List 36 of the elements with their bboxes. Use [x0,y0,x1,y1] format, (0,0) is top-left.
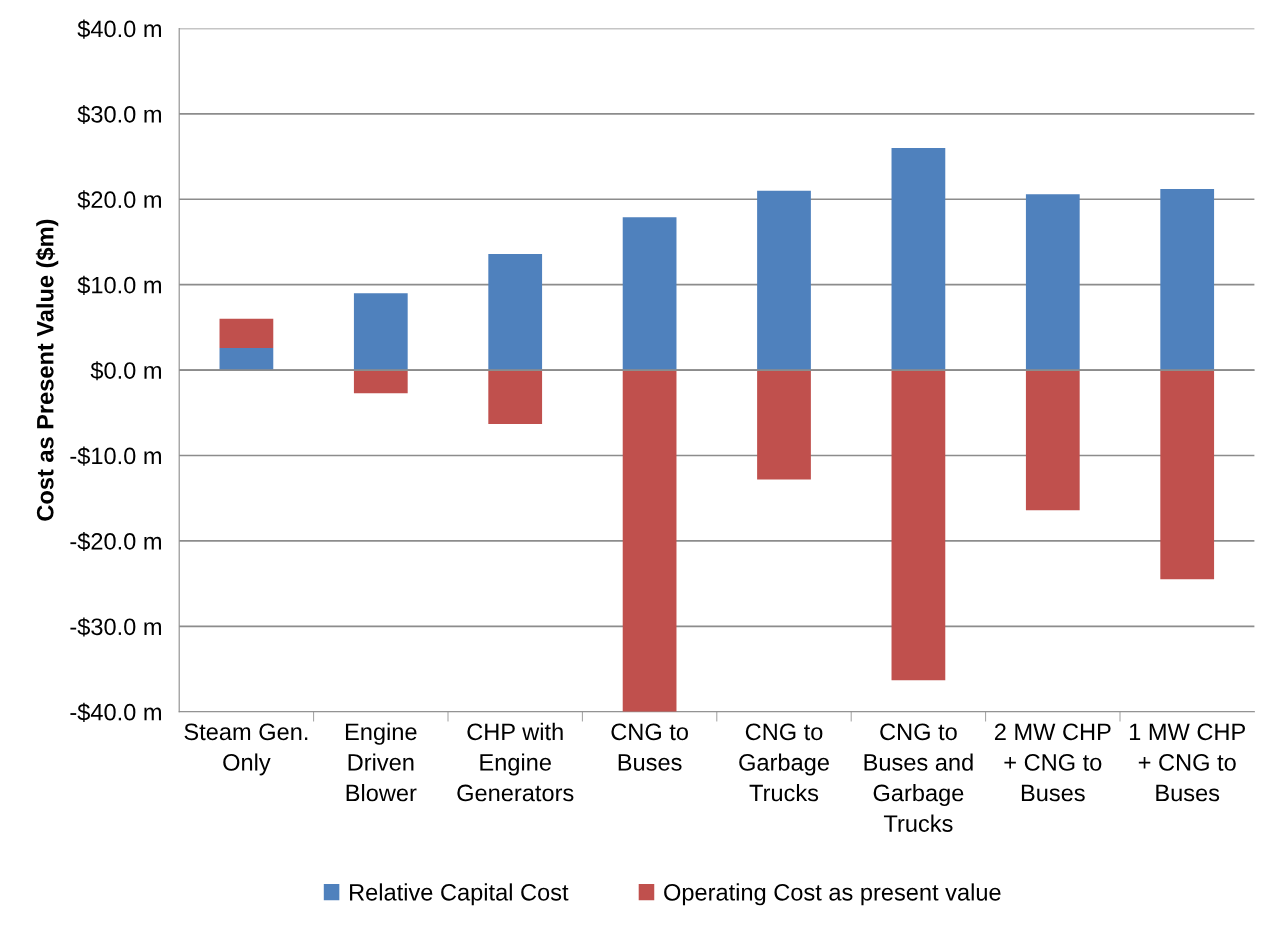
x-tick-label: 1 MW CHP + CNG to Buses [1129,723,1245,802]
legend-label: Operating Cost as present value [664,883,1001,906]
bar [1025,194,1080,371]
bar [488,370,543,424]
x-tick-label: CNG to Buses [611,723,688,771]
y-tick-label: $0.0 m [90,361,161,381]
bar [622,370,677,712]
y-tick-label: $10.0 m [77,275,161,295]
bar [1160,370,1215,580]
y-tick-label: $30.0 m [77,104,161,125]
y-tick-label: $40.0 m [77,19,161,39]
bar [353,293,408,371]
y-tick-label: -$40.0 m [70,702,161,722]
legend-label: Relative Capital Cost [350,883,569,906]
x-tick-label: CHP with Engine Generators [457,722,574,802]
bar [891,148,946,371]
y-axis-title: Cost as Present Value ($m) [35,219,59,521]
bar [219,347,274,371]
y-tick-label: -$30.0 m [70,617,161,637]
bar [1160,189,1215,371]
x-tick-label: Engine Driven Blower [345,722,417,802]
bar [622,217,677,371]
x-tick-label: Steam Gen. Only [184,723,308,776]
y-tick-label: $20.0 m [77,190,161,210]
bar [219,318,274,348]
bar [757,370,811,480]
bar [353,370,408,394]
bar [891,370,946,681]
bar [757,190,811,371]
y-tick-label: -$10.0 m [70,446,161,466]
x-tick-label: 2 MW CHP + CNG to Buses [994,723,1111,802]
x-tick-label: CNG to Garbage Trucks [739,723,829,802]
bar [488,253,543,371]
y-tick-label: -$20.0 m [70,532,161,552]
x-tick-label: CNG to Buses and Garbage Trucks [864,723,973,832]
bar [1025,370,1080,511]
